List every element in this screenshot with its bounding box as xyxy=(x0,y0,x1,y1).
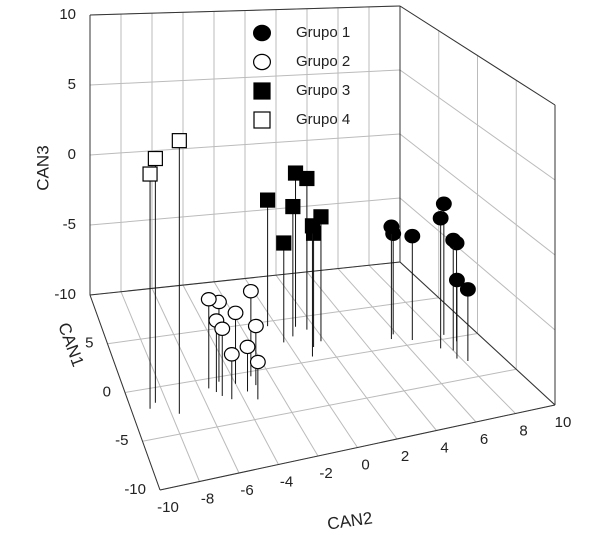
point xyxy=(214,321,231,337)
point xyxy=(223,347,240,362)
axis-edge xyxy=(89,261,401,296)
point xyxy=(200,292,217,307)
z-tick-label: 10 xyxy=(59,6,76,23)
y-tick-label: -5 xyxy=(115,432,128,449)
floor-grid-line xyxy=(124,333,478,393)
x-tick-label: 0 xyxy=(361,456,369,473)
axis-edge xyxy=(399,261,556,406)
x-tick-label: 4 xyxy=(440,439,448,456)
point xyxy=(249,354,266,370)
axis-edge xyxy=(89,294,161,491)
y-axis-title: CAN1 xyxy=(54,320,87,369)
legend-label: Grupo 2 xyxy=(296,53,350,70)
point xyxy=(459,282,476,297)
point xyxy=(285,198,301,215)
point xyxy=(227,305,244,321)
floor-grid-line xyxy=(107,297,439,345)
axis-edge xyxy=(399,5,556,106)
point xyxy=(260,192,276,208)
back-grid-line xyxy=(89,197,401,226)
point xyxy=(276,235,292,251)
side-grid-line xyxy=(399,69,556,181)
legend-label: Grupo 3 xyxy=(296,82,350,99)
side-grid-line xyxy=(399,197,556,331)
x-tick-label: -4 xyxy=(280,473,293,490)
point xyxy=(142,166,158,182)
point xyxy=(404,228,421,244)
y-tick-label: -10 xyxy=(124,481,146,498)
legend-marker xyxy=(253,53,272,71)
z-tick-label: 5 xyxy=(68,76,76,93)
x-tick-label: 6 xyxy=(480,431,488,448)
back-grid-line xyxy=(89,69,401,86)
x-tick-label: -10 xyxy=(157,499,179,516)
point xyxy=(445,232,462,248)
y-tick-label: 5 xyxy=(85,335,93,352)
x-tick-label: 2 xyxy=(401,448,409,465)
x-tick-label: -8 xyxy=(201,490,214,507)
x-tick-label: 8 xyxy=(519,422,527,439)
legend-label: Grupo 1 xyxy=(296,24,350,41)
z-axis-title: CAN3 xyxy=(33,145,52,190)
point xyxy=(383,219,400,234)
x-tick-label: -6 xyxy=(240,482,253,499)
side-grid-line xyxy=(399,133,556,256)
point xyxy=(304,218,321,234)
legend-label: Grupo 4 xyxy=(296,111,350,128)
z-tick-label: -5 xyxy=(63,216,76,233)
legend-marker xyxy=(253,24,272,42)
point xyxy=(171,133,187,149)
point xyxy=(239,339,256,355)
x-axis-title: CAN2 xyxy=(326,508,374,533)
x-tick-label: 10 xyxy=(555,414,572,431)
legend-marker xyxy=(253,111,271,129)
axis-edge xyxy=(159,404,556,491)
point xyxy=(432,210,449,226)
y-tick-label: 0 xyxy=(103,383,111,400)
x-tick-label: -2 xyxy=(319,465,332,482)
point xyxy=(435,196,452,212)
point xyxy=(147,150,163,167)
point xyxy=(247,318,264,334)
legend-marker xyxy=(253,82,271,100)
axis-edge xyxy=(89,5,401,16)
floor-grid-line xyxy=(142,368,517,442)
point xyxy=(242,283,259,299)
z-tick-label: 0 xyxy=(68,146,76,163)
point xyxy=(448,272,465,288)
back-grid-line xyxy=(89,133,401,156)
z-tick-label: -10 xyxy=(54,286,76,303)
point xyxy=(299,170,315,187)
